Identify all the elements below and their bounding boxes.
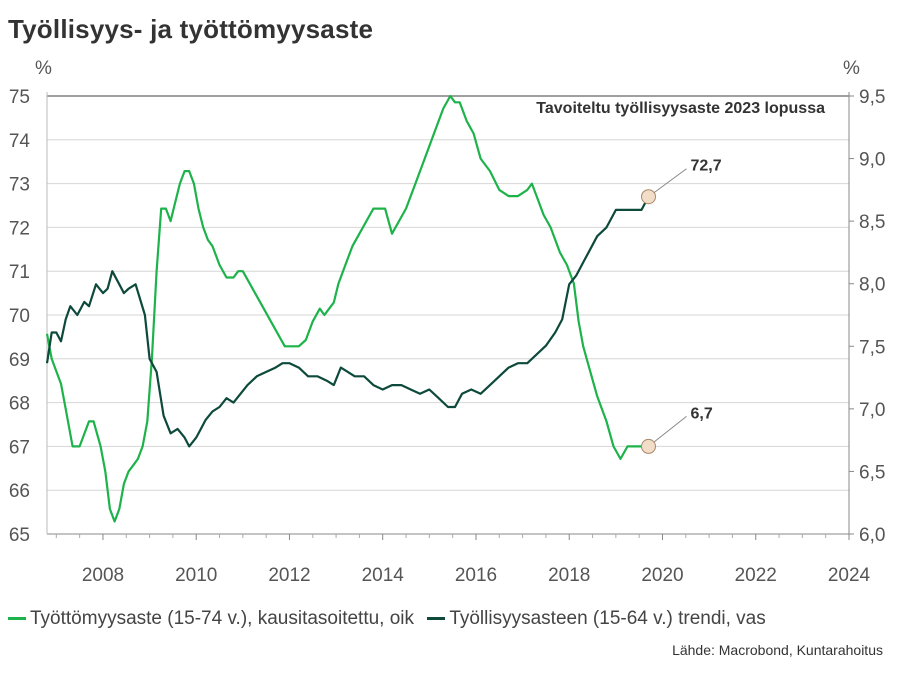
right-tick-label: 6,0 [859, 525, 885, 546]
x-tick-label: 2022 [735, 565, 777, 586]
right-tick-label: 9,5 [859, 87, 885, 108]
left-axis-unit: % [35, 58, 52, 79]
end-marker-unemployment [641, 438, 656, 454]
unemployment-rate-line [45, 94, 649, 523]
legend-swatch-unemployment [8, 617, 26, 620]
left-tick-label: 69 [9, 350, 30, 371]
left-tick-label: 74 [9, 131, 31, 152]
right-axis-ticks: 6,0 6,5 7,0 7,5 8,0 8,5 9,0 9,5 [849, 87, 885, 546]
target-annotation: Tavoiteltu työllisyysaste 2023 lopussa [536, 100, 825, 117]
axes [46, 92, 850, 535]
left-tick-label: 71 [9, 262, 30, 283]
right-tick-label: 8,0 [859, 275, 885, 296]
x-tick-label: 2010 [175, 565, 217, 586]
right-tick-label: 7,0 [859, 400, 885, 421]
x-tick-label: 2008 [82, 565, 124, 586]
right-tick-label: 6,5 [859, 462, 885, 483]
left-tick-label: 68 [9, 394, 30, 415]
left-tick-label: 73 [9, 175, 30, 196]
x-tick-label: 2016 [455, 565, 497, 586]
x-tick-label: 2014 [362, 565, 405, 586]
left-tick-label: 65 [9, 525, 30, 546]
legend: Työttömyysaste (15-74 v.), kausitasoitet… [8, 604, 774, 630]
right-tick-label: 8,5 [859, 212, 885, 233]
end-label-employment: 72,7 [691, 158, 722, 175]
end-markers: 6,7 72,7 [641, 158, 722, 454]
legend-swatch-employment [427, 617, 446, 620]
left-axis-ticks: 65 66 67 68 69 70 71 72 73 74 75 [9, 87, 31, 546]
x-axis-ticks: 2008 2010 2012 2014 2016 2018 2020 2022 2024 [55, 534, 871, 586]
right-tick-label: 9,0 [859, 150, 885, 171]
employment-rate-line [45, 196, 650, 448]
right-axis-unit: % [843, 58, 860, 79]
end-label-unemployment: 6,7 [691, 405, 713, 422]
x-tick-label: 2018 [548, 565, 590, 586]
legend-label-unemployment: Työttömyysaste (15-74 v.), kausitasoitet… [30, 607, 415, 629]
x-tick-label: 2012 [268, 565, 310, 586]
chart-title: Työllisyys- ja työttömyysaste [8, 14, 374, 44]
x-tick-label: 2024 [828, 565, 871, 586]
left-tick-label: 72 [9, 218, 30, 239]
end-leader-employment [648, 168, 687, 198]
left-tick-label: 75 [9, 87, 30, 108]
grid-lines [47, 95, 849, 535]
line-chart: 65 66 67 68 69 70 71 72 73 74 75 6,0 6,5 7,0 7,5 8,0 8,… [9, 58, 886, 586]
source-note: Lähde: Macrobond, Kuntarahoitus [672, 642, 883, 658]
left-tick-label: 70 [9, 306, 30, 327]
left-tick-label: 66 [9, 481, 30, 502]
legend-item-unemployment: Työttömyysaste (15-74 v.), kausitasoitet… [8, 608, 414, 630]
right-tick-label: 7,5 [859, 337, 885, 358]
end-leader-unemployment [648, 416, 687, 447]
legend-label-employment: Työllisyysasteen (15-64 v.) trendi, vas [449, 607, 766, 629]
end-marker-employment [641, 189, 656, 205]
x-tick-label: 2020 [641, 565, 683, 586]
left-tick-label: 67 [9, 437, 30, 458]
legend-item-employment: Työllisyysasteen (15-64 v.) trendi, vas [427, 607, 766, 630]
series-group [45, 94, 650, 523]
